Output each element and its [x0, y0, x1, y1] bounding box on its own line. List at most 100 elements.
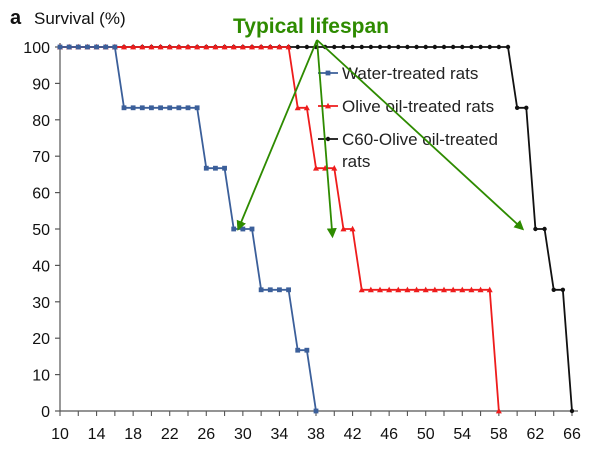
- series-water-treated-rats: [57, 44, 319, 414]
- data-point: [222, 165, 227, 171]
- data-point: [57, 44, 63, 50]
- y-axis-label: Survival (%): [34, 9, 126, 28]
- x-tick-label: 54: [453, 426, 471, 443]
- data-point: [450, 286, 457, 293]
- data-point: [395, 286, 402, 293]
- data-point: [313, 408, 319, 414]
- data-point: [377, 44, 383, 50]
- data-point: [166, 43, 173, 50]
- data-point: [130, 105, 136, 111]
- series-line: [60, 46, 317, 412]
- data-point: [240, 226, 246, 232]
- data-point: [368, 44, 374, 50]
- x-tick-label: 58: [490, 426, 508, 443]
- series-c60-olive-oil-treated-rats: [57, 44, 575, 414]
- data-point: [185, 105, 191, 111]
- data-point: [167, 105, 173, 111]
- y-tick-label: 100: [23, 40, 50, 57]
- data-point: [139, 105, 145, 111]
- data-point: [367, 286, 374, 293]
- data-point: [203, 165, 209, 171]
- y-tick-label: 40: [32, 258, 50, 275]
- data-point: [295, 44, 300, 50]
- data-point: [569, 408, 575, 414]
- data-point: [175, 43, 182, 50]
- data-point: [304, 347, 310, 353]
- data-point: [404, 286, 411, 293]
- legend-label: Water-treated rats: [342, 64, 478, 83]
- y-tick-label: 50: [32, 222, 50, 239]
- data-point: [121, 105, 127, 111]
- data-point: [94, 44, 99, 50]
- data-point: [405, 44, 410, 50]
- data-point: [505, 44, 511, 50]
- legend-item: Olive oil-treated rats: [318, 97, 494, 116]
- y-tick-label: 70: [32, 149, 50, 166]
- data-point: [258, 43, 265, 50]
- legend-item: C60-Olive oil-treated rats: [318, 130, 498, 171]
- y-tick-label: 20: [32, 331, 50, 348]
- annotation-text: Typical lifespan: [233, 15, 389, 38]
- data-point: [194, 105, 200, 111]
- panel-letter: a: [10, 7, 22, 29]
- data-point: [212, 43, 219, 50]
- data-point: [450, 44, 456, 50]
- data-point: [524, 105, 529, 110]
- data-point: [221, 43, 228, 50]
- data-point: [149, 105, 154, 111]
- typical-lifespan-annotation: Typical lifespan: [233, 15, 525, 239]
- data-point: [85, 44, 90, 50]
- data-point: [423, 44, 428, 50]
- data-point: [277, 287, 282, 293]
- y-tick-label: 80: [32, 113, 50, 130]
- data-point: [230, 43, 237, 50]
- data-point: [441, 286, 447, 293]
- data-point: [303, 104, 310, 111]
- data-point: [285, 43, 292, 50]
- data-point: [386, 44, 392, 50]
- series-layer: [57, 43, 575, 414]
- data-point: [148, 43, 155, 50]
- data-point: [249, 226, 255, 232]
- data-point: [258, 287, 264, 293]
- x-tick-label: 66: [563, 426, 581, 443]
- y-tick-label: 30: [32, 295, 50, 312]
- data-point: [495, 407, 502, 414]
- y-tick-label: 90: [32, 76, 50, 93]
- data-point: [267, 287, 273, 293]
- data-point: [396, 44, 401, 50]
- data-point: [350, 44, 355, 50]
- legend: Water-treated rats Olive oil-treated rats…: [318, 64, 498, 171]
- data-point: [66, 44, 72, 50]
- legend-label: Olive oil-treated rats: [342, 97, 494, 116]
- data-point: [213, 165, 218, 171]
- legend-swatch-marker: [325, 136, 331, 142]
- x-tick-label: 62: [527, 426, 545, 443]
- x-tick-label: 38: [307, 426, 325, 443]
- x-tick-label: 26: [197, 426, 215, 443]
- data-point: [239, 43, 246, 50]
- data-point: [349, 225, 356, 232]
- data-point: [460, 44, 465, 50]
- data-point: [413, 286, 420, 293]
- legend-label: C60-Olive oil-treated: [342, 130, 498, 149]
- data-point: [139, 43, 146, 50]
- data-point: [231, 226, 237, 232]
- data-point: [487, 44, 492, 50]
- data-point: [432, 44, 438, 50]
- annotation-arrows: [236, 39, 525, 239]
- data-point: [533, 226, 538, 232]
- data-point: [295, 347, 301, 353]
- data-point: [294, 104, 301, 111]
- x-tick-label: 50: [417, 426, 435, 443]
- data-point: [422, 286, 429, 293]
- data-point: [158, 105, 163, 111]
- legend-item: Water-treated rats: [318, 64, 478, 83]
- data-point: [331, 165, 338, 171]
- x-tick-label: 34: [271, 426, 289, 443]
- data-point: [313, 165, 319, 171]
- data-point: [157, 43, 164, 50]
- x-tick-label: 18: [124, 426, 142, 443]
- x-tick-label: 10: [51, 426, 69, 443]
- data-point: [486, 286, 493, 293]
